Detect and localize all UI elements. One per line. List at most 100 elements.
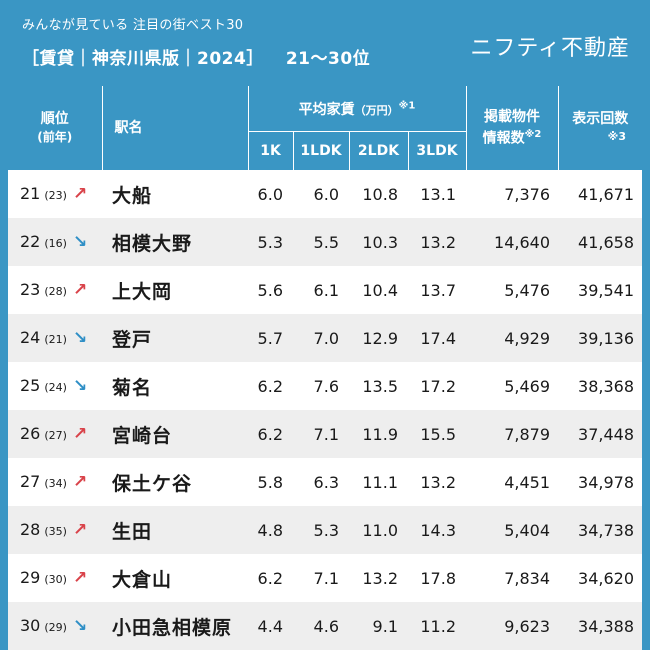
col-views-label: 表示回数 [572, 111, 629, 127]
rank-cell: 22 (16) ↘ [8, 218, 102, 266]
rent-1k: 6.0 [257, 184, 283, 204]
station-name: 生田 [112, 520, 153, 543]
views-count: 41,671 [578, 184, 634, 204]
rent-3ldk: 13.2 [420, 472, 456, 492]
prev-rank: (23) [44, 189, 67, 202]
rank-cell: 27 (34) ↗ [8, 458, 102, 506]
col-views-header: 表示回数 ※3 [557, 86, 642, 170]
rank-cell: 29 (30) ↗ [8, 554, 102, 602]
rent-1ldk: 7.0 [313, 328, 339, 348]
rent-1k: 4.4 [257, 616, 283, 636]
views-count: 34,620 [578, 568, 634, 588]
station-name: 保土ケ谷 [112, 472, 193, 495]
rank-number: 27 [20, 472, 41, 491]
station-name: 大倉山 [112, 568, 173, 591]
rent-2ldk: 12.9 [362, 328, 398, 348]
station-name: 宮崎台 [112, 424, 173, 447]
rent-3ldk: 13.7 [420, 280, 456, 300]
col-rent-unit: （万円） [354, 103, 399, 117]
trend-down-icon: ↘ [72, 328, 88, 348]
trend-down-icon: ↘ [72, 616, 88, 636]
trend-up-icon: ↗ [72, 184, 88, 204]
rent-2ldk: 13.2 [362, 568, 398, 588]
rent-2ldk: 10.4 [362, 280, 398, 300]
rank-number: 29 [20, 568, 41, 587]
listings-count: 4,929 [504, 328, 550, 348]
col-rank-header: 順位 (前年) [8, 86, 102, 170]
col-1k-header: 1K [247, 131, 293, 170]
prev-rank: (27) [44, 429, 67, 442]
table-header: 順位 (前年) 駅名 平均家賃（万円）※1 掲載物件 情報数※2 表示回数 ※3… [8, 86, 642, 170]
rank-cell: 28 (35) ↗ [8, 506, 102, 554]
rank-number: 26 [20, 424, 41, 443]
listings-count: 7,376 [504, 184, 550, 204]
col-rent-header: 平均家賃（万円）※1 [247, 86, 466, 132]
views-count: 39,136 [578, 328, 634, 348]
prev-rank: (21) [44, 333, 67, 346]
prev-rank: (24) [44, 381, 67, 394]
views-count: 37,448 [578, 424, 634, 444]
rent-1ldk: 6.0 [313, 184, 339, 204]
rank-range: 21〜30位 [285, 49, 371, 69]
rank-cell: 25 (24) ↘ [8, 362, 102, 410]
rent-1ldk: 6.1 [313, 280, 339, 300]
title-label: ［賃貸｜神奈川県版｜2024］ [22, 49, 264, 69]
prev-rank: (28) [44, 285, 67, 298]
rent-3ldk: 17.8 [420, 568, 456, 588]
trend-up-icon: ↗ [72, 520, 88, 540]
table-row: 25 (24) ↘ 菊名 6.2 7.6 13.5 17.2 5,469 38,36… [8, 362, 642, 410]
rent-3ldk: 13.2 [420, 232, 456, 252]
rank-cell: 21 (23) ↗ [8, 170, 102, 218]
trend-up-icon: ↗ [72, 472, 88, 492]
table-row: 26 (27) ↗ 宮崎台 6.2 7.1 11.9 15.5 7,879 37,4… [8, 410, 642, 458]
rank-number: 30 [20, 616, 41, 635]
col-rent-label: 平均家賃 [298, 101, 355, 118]
rent-3ldk: 11.2 [420, 616, 456, 636]
listings-count: 4,451 [504, 472, 550, 492]
trend-up-icon: ↗ [72, 568, 88, 588]
listings-count: 14,640 [494, 232, 550, 252]
rank-number: 21 [20, 184, 41, 203]
col-listings-label-2: 情報数 [482, 130, 525, 147]
listings-count: 5,404 [504, 520, 550, 540]
brand-logo: ニフティ不動産 [470, 36, 630, 61]
rent-1k: 5.6 [257, 280, 283, 300]
rent-1ldk: 4.6 [313, 616, 339, 636]
rent-1ldk: 5.3 [313, 520, 339, 540]
rent-3ldk: 15.5 [420, 424, 456, 444]
rent-1k: 5.3 [257, 232, 283, 252]
rent-1ldk: 7.1 [313, 424, 339, 444]
rent-1k: 4.8 [257, 520, 283, 540]
rent-1k: 6.2 [257, 568, 283, 588]
trend-up-icon: ↗ [72, 280, 88, 300]
prev-rank: (30) [44, 573, 67, 586]
rent-3ldk: 14.3 [420, 520, 456, 540]
col-rank-prev-label: (前年) [37, 130, 73, 144]
rank-cell: 24 (21) ↘ [8, 314, 102, 362]
views-count: 39,541 [578, 280, 634, 300]
rent-1ldk: 7.6 [313, 376, 339, 396]
station-name: 上大岡 [112, 280, 173, 303]
rank-number: 28 [20, 520, 41, 539]
col-1ldk-header: 1LDK [292, 131, 349, 170]
subtitle: みんなが見ている 注目の街ベスト30 [22, 18, 244, 33]
rank-cell: 23 (28) ↗ [8, 266, 102, 314]
rent-2ldk: 11.0 [362, 520, 398, 540]
col-views-note: ※3 [607, 130, 626, 143]
rent-1k: 5.7 [257, 328, 283, 348]
page-title: ［賃貸｜神奈川県版｜2024］ 21〜30位 [22, 44, 370, 69]
rent-1ldk: 6.3 [313, 472, 339, 492]
views-count: 38,368 [578, 376, 634, 396]
prev-rank: (34) [44, 477, 67, 490]
rent-1k: 6.2 [257, 376, 283, 396]
col-station-header: 駅名 [101, 86, 248, 170]
listings-count: 5,476 [504, 280, 550, 300]
prev-rank: (29) [44, 621, 67, 634]
rent-1k: 5.8 [257, 472, 283, 492]
rent-1ldk: 7.1 [313, 568, 339, 588]
table-row: 30 (29) ↘ 小田急相模原 4.4 4.6 9.1 11.2 9,623 34… [8, 602, 642, 650]
rank-cell: 30 (29) ↘ [8, 602, 102, 650]
views-count: 34,388 [578, 616, 634, 636]
table-row: 24 (21) ↘ 登戸 5.7 7.0 12.9 17.4 4,929 39,13… [8, 314, 642, 362]
rent-2ldk: 11.1 [362, 472, 398, 492]
